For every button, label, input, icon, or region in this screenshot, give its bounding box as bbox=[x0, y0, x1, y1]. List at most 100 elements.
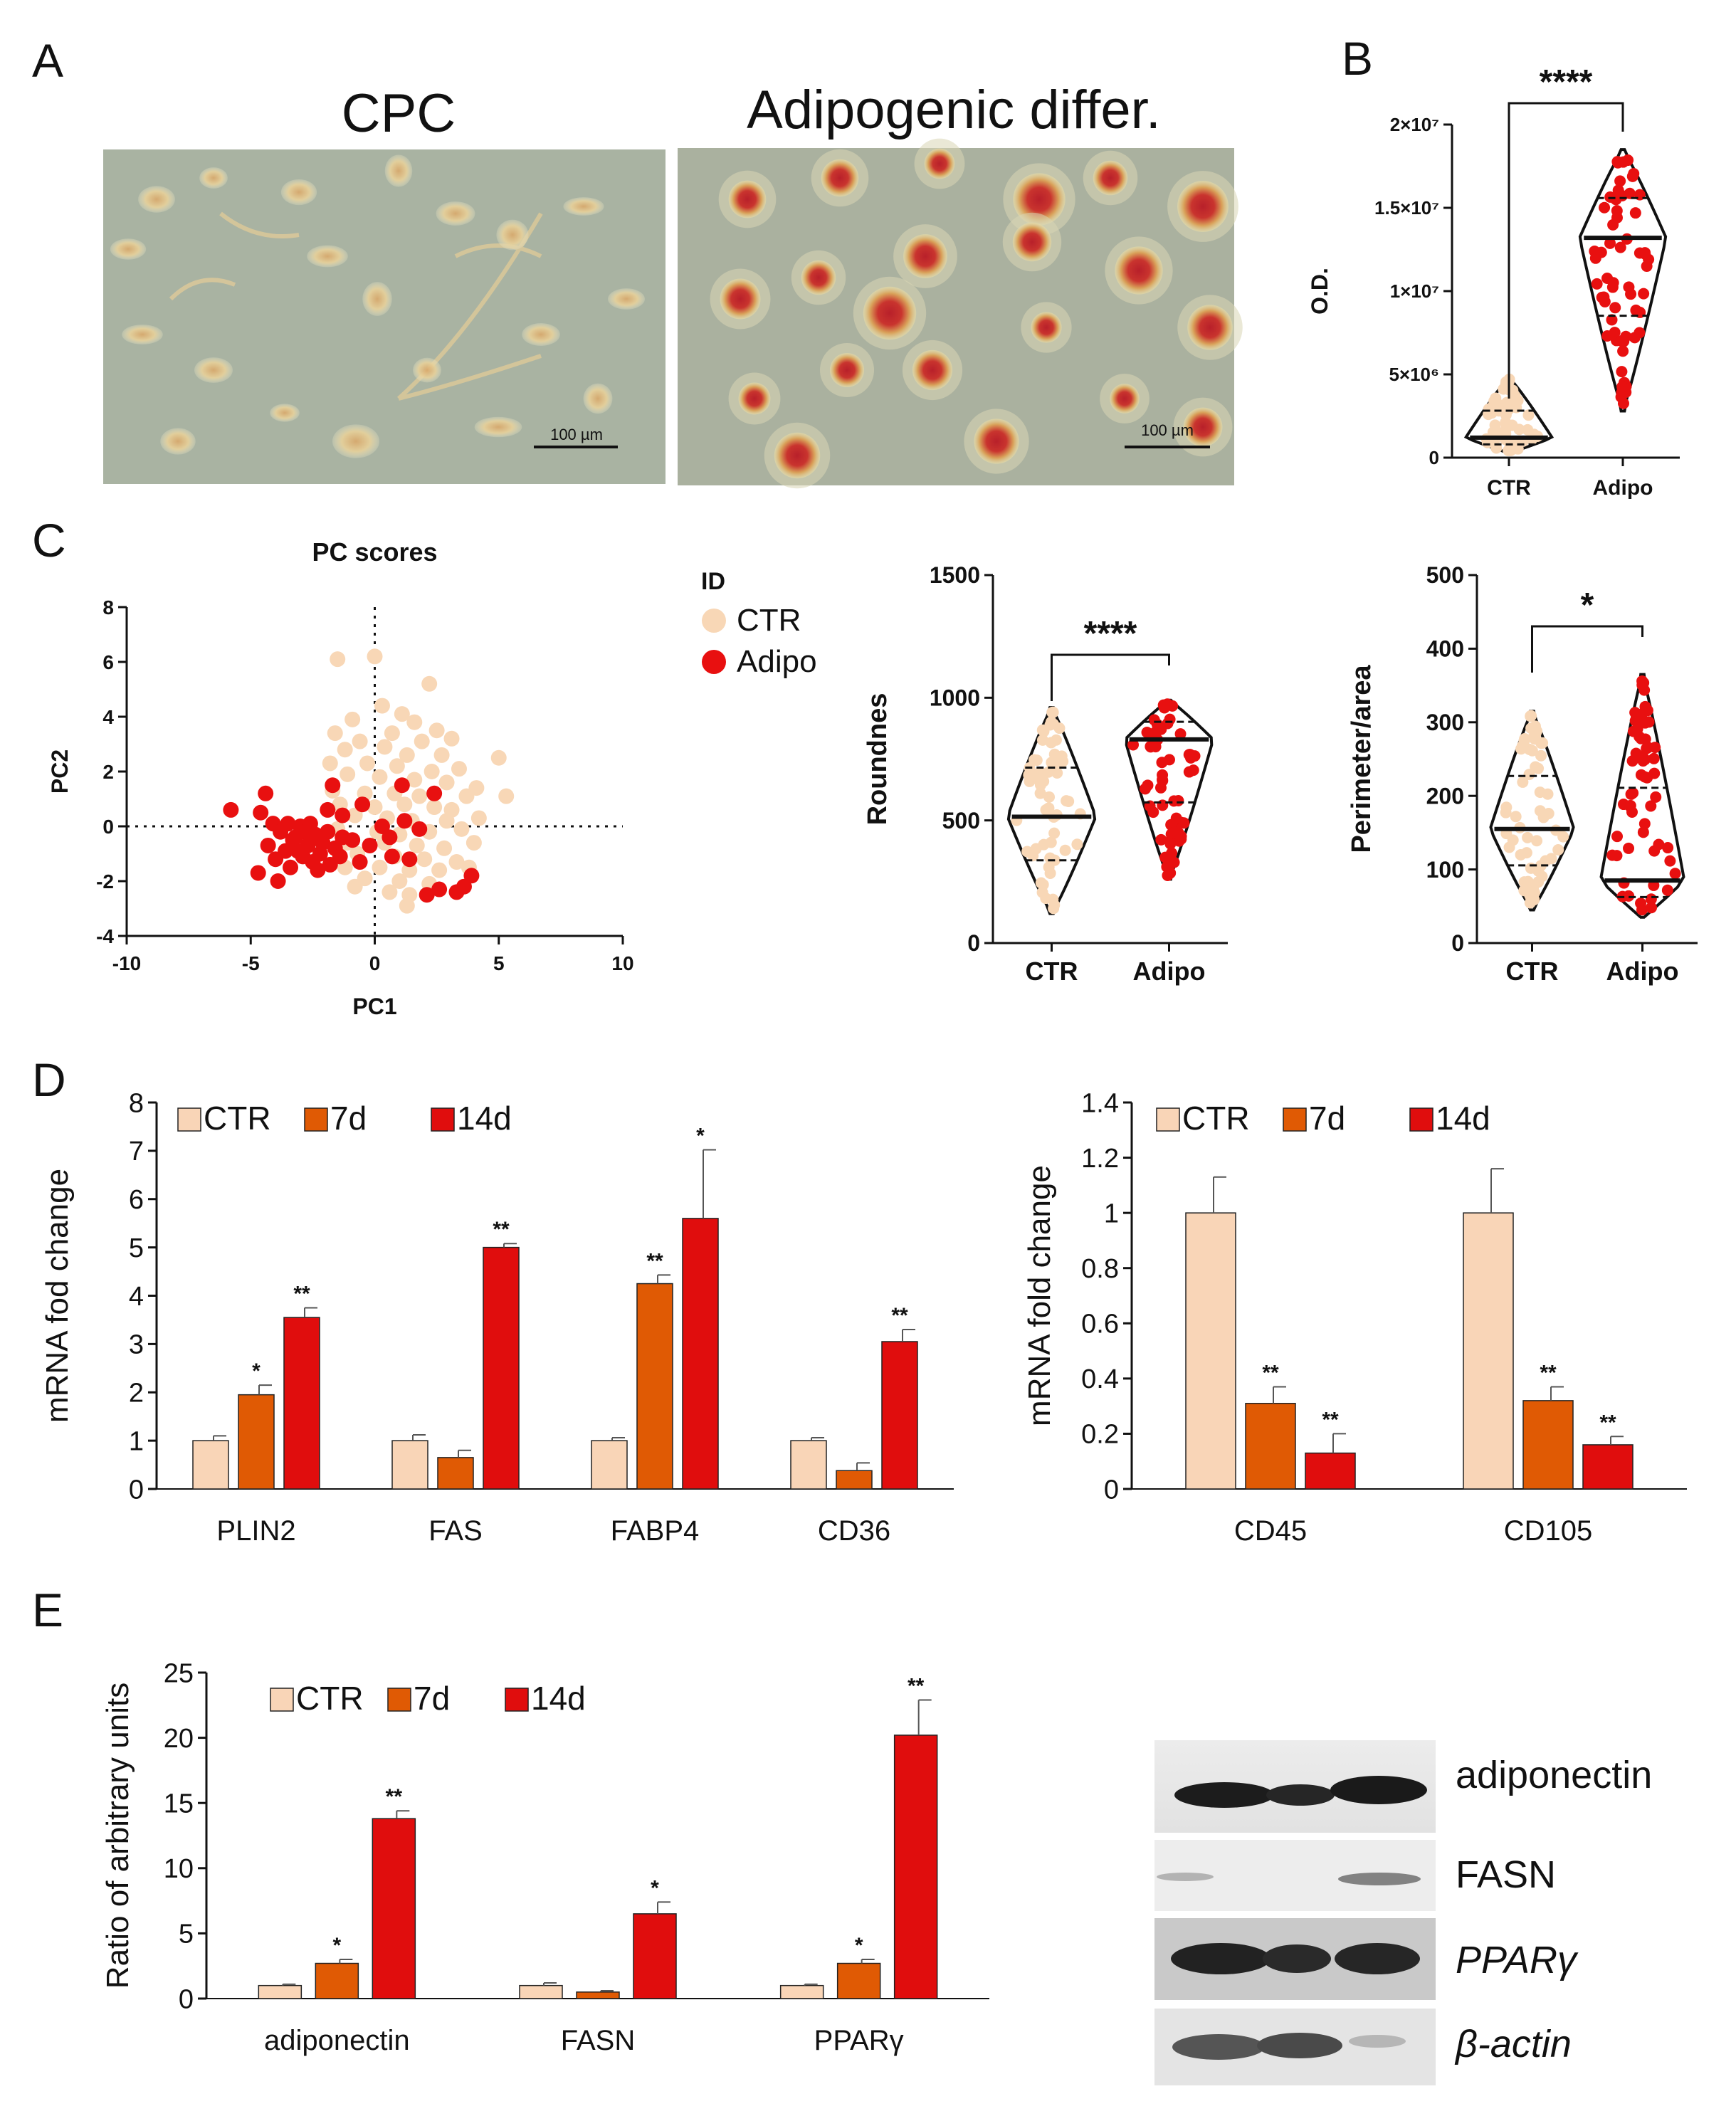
scatter-point-ctr bbox=[367, 648, 383, 665]
violin-point bbox=[1527, 731, 1540, 743]
cell bbox=[1013, 173, 1066, 226]
scatter-point-ctr bbox=[330, 651, 346, 668]
bar-7d bbox=[315, 1962, 359, 1999]
violin-point bbox=[1051, 767, 1063, 779]
y-tick-label: -2 bbox=[96, 870, 114, 893]
significance-label: **** bbox=[1540, 63, 1593, 101]
category-label: PPARγ bbox=[814, 2025, 904, 2056]
scatter-point-adipo bbox=[280, 816, 296, 832]
cell bbox=[974, 419, 1019, 464]
cell bbox=[829, 352, 865, 388]
y-tick-label: 3 bbox=[129, 1330, 144, 1360]
y-tick-label: 400 bbox=[1426, 636, 1464, 662]
violin-point bbox=[1661, 884, 1673, 896]
blot-label-adiponectin: adiponectin bbox=[1456, 1754, 1652, 1796]
scatter-point-ctr bbox=[431, 862, 448, 878]
violin-point bbox=[1646, 902, 1658, 914]
legend-label-7d: 7d bbox=[414, 1680, 450, 1717]
panel-a-letter: A bbox=[32, 34, 63, 87]
category-label: FABP4 bbox=[611, 1515, 700, 1547]
y-tick-label: 4 bbox=[129, 1282, 144, 1312]
bar-14d bbox=[881, 1341, 918, 1490]
scatter-point-ctr bbox=[451, 761, 467, 777]
scatter-point-adipo bbox=[419, 887, 435, 903]
scatter-point-adipo bbox=[374, 818, 390, 834]
y-tick-label: 0 bbox=[179, 1984, 194, 2014]
significance-label: ** bbox=[293, 1282, 310, 1305]
scatter-point-adipo bbox=[426, 785, 443, 801]
y-tick-label: 500 bbox=[942, 808, 980, 833]
x-tick-label: CTR bbox=[1026, 957, 1078, 986]
violin-point bbox=[1537, 737, 1549, 749]
violin-point bbox=[1638, 288, 1650, 300]
violin-point bbox=[1071, 838, 1083, 851]
violin-point bbox=[1050, 734, 1062, 746]
scatter-point-adipo bbox=[258, 785, 274, 801]
violin-point bbox=[1635, 769, 1647, 781]
scatter-point-adipo bbox=[344, 832, 361, 848]
scatter-point-adipo bbox=[411, 821, 428, 837]
violin-point bbox=[1145, 741, 1157, 753]
violin-point bbox=[1623, 842, 1635, 854]
violin-point bbox=[1649, 742, 1661, 754]
bar-ctr bbox=[779, 1984, 824, 1999]
scatter-point-ctr bbox=[424, 764, 440, 779]
cell bbox=[270, 404, 300, 422]
violin-point bbox=[1154, 781, 1167, 794]
y-axis-label: Roundnes bbox=[863, 693, 893, 826]
violin-point bbox=[1606, 314, 1618, 326]
bar-7d bbox=[1522, 1400, 1574, 1490]
violin-point bbox=[1162, 698, 1174, 710]
scatter-point-ctr bbox=[374, 698, 390, 714]
scatter-point-ctr bbox=[426, 799, 443, 816]
x-tick-label: -10 bbox=[112, 952, 141, 974]
scatter-point-adipo bbox=[352, 854, 368, 870]
y-tick-label: 0 bbox=[1429, 447, 1439, 468]
scatter-point-ctr bbox=[377, 739, 393, 755]
cell bbox=[728, 180, 767, 219]
scatter-point-adipo bbox=[384, 848, 400, 865]
y-tick-label: 4 bbox=[102, 706, 114, 728]
scatter-point-adipo bbox=[431, 881, 448, 898]
x-tick-label: 0 bbox=[369, 952, 381, 974]
scatter-point-ctr bbox=[399, 747, 415, 763]
x-tick-label: CTR bbox=[1487, 476, 1531, 500]
violin-point bbox=[1535, 749, 1547, 762]
legend-swatch-14d bbox=[431, 1107, 455, 1132]
legend-label-ctr: CTR bbox=[1182, 1100, 1250, 1137]
y-axis-label: mRNA fod change bbox=[40, 1169, 75, 1423]
violin-point bbox=[1615, 391, 1627, 403]
y-tick-label: 0.4 bbox=[1081, 1364, 1119, 1394]
scatter-point-ctr bbox=[359, 755, 376, 772]
cell bbox=[563, 197, 604, 216]
scatter-point-ctr bbox=[337, 742, 353, 758]
violin-point bbox=[1505, 444, 1517, 456]
violin-point bbox=[1043, 791, 1056, 803]
x-tick-label: -5 bbox=[242, 952, 260, 974]
violin-point bbox=[1034, 787, 1046, 799]
cell bbox=[280, 179, 317, 206]
violin-point bbox=[1519, 733, 1531, 745]
violin-point bbox=[1041, 804, 1053, 816]
bar-ctr bbox=[391, 1440, 428, 1490]
violin-point bbox=[1034, 779, 1046, 791]
category-label: CD36 bbox=[818, 1515, 890, 1547]
chart-e-bar: 0510152025adiponectin***FASN*PPARγ***CTR… bbox=[100, 1658, 989, 2056]
bar-14d bbox=[893, 1735, 938, 1999]
pca-legend: ID CTR Adipo bbox=[701, 568, 817, 679]
category-label: adiponectin bbox=[264, 2025, 410, 2056]
violin-point bbox=[1155, 833, 1167, 846]
significance-bracket bbox=[1531, 625, 1643, 673]
violin-point bbox=[1614, 241, 1626, 253]
significance-label: ** bbox=[646, 1249, 663, 1273]
cell bbox=[720, 278, 761, 320]
y-tick-label: 1500 bbox=[930, 562, 980, 588]
scatter-point-adipo bbox=[268, 851, 284, 868]
y-tick-label: 15 bbox=[164, 1789, 194, 1819]
scatter-point-ctr bbox=[382, 884, 398, 900]
cell bbox=[362, 282, 392, 316]
violin-point bbox=[1637, 751, 1649, 763]
violin-point bbox=[1611, 850, 1623, 862]
violin-point bbox=[1522, 831, 1534, 843]
legend-swatch-7d bbox=[304, 1107, 328, 1132]
